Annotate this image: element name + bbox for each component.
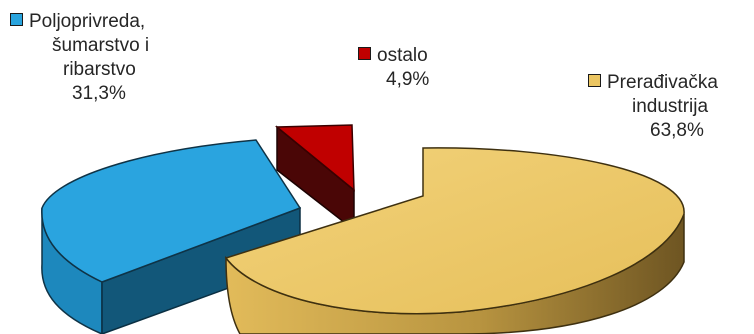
label-manufacturing-value: 63,8% — [650, 120, 704, 141]
slice-other — [274, 124, 355, 232]
slice-agriculture-top — [41, 139, 302, 283]
label-agriculture-value: 31,3% — [72, 83, 126, 104]
legend-swatch-other — [358, 47, 371, 60]
label-manufacturing-line2: industrija — [632, 96, 709, 117]
slice-other-top — [274, 124, 355, 192]
slice-manufacturing — [224, 147, 685, 334]
label-manufacturing: Prerađivačka industrija 63,8% — [588, 71, 718, 143]
label-manufacturing-line1: Prerađivačka — [607, 72, 718, 93]
label-agriculture-line1: Poljoprivreda, — [29, 11, 146, 32]
label-agriculture-line2: šumarstvo i — [52, 35, 150, 56]
label-other-line1: ostalo — [377, 45, 428, 66]
label-agriculture: Poljoprivreda, šumarstvo i ribarstvo 31,… — [10, 10, 149, 106]
slice-manufacturing-top — [224, 147, 685, 315]
label-agriculture-line3: ribarstvo — [63, 59, 136, 80]
label-other-value: 4,9% — [386, 69, 430, 90]
label-other: ostalo 4,9% — [358, 44, 429, 92]
legend-swatch-manufacturing — [588, 74, 601, 87]
slice-agriculture — [41, 139, 302, 334]
legend-swatch-agriculture — [10, 13, 23, 26]
